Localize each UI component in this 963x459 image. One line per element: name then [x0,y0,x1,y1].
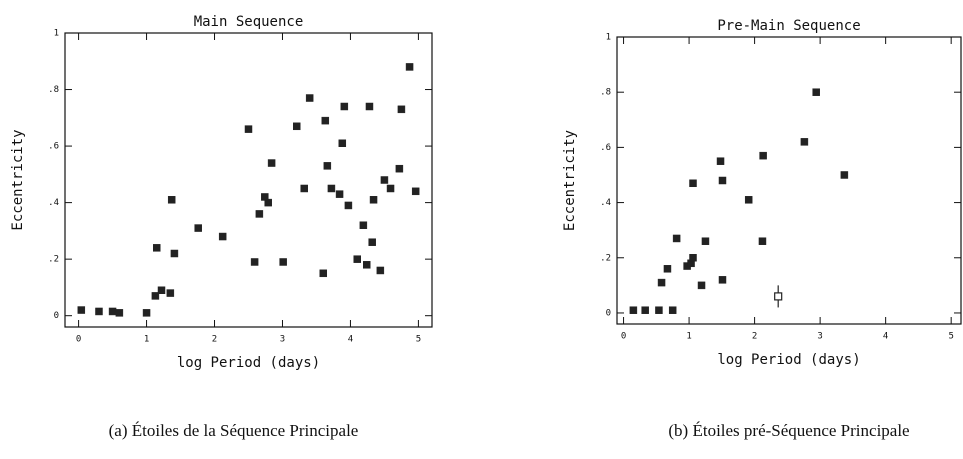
data-point [194,224,202,232]
data-point [380,176,389,184]
y-tick-label: .2 [48,255,59,265]
y-tick-label: .4 [600,198,611,208]
x-tick-label: 0 [621,332,626,342]
data-point [774,292,783,301]
data-point [244,125,253,133]
data-point [323,162,332,170]
x-tick-label: 4 [348,335,353,345]
y-tick-label: 0 [54,311,59,321]
data-point [758,237,767,245]
data-point [353,255,361,263]
data-point [267,159,276,167]
data-point [689,254,697,262]
x-tick-label: 5 [948,332,953,342]
data-point [327,184,336,193]
data-point [668,306,677,314]
y-tick-label: 1 [54,29,59,39]
x-axis-label: log Period (days) [717,352,860,368]
data-point [321,116,330,125]
data-point [655,306,663,314]
data-point [293,122,301,131]
x-tick-label: 2 [212,335,217,345]
x-tick-label: 3 [280,335,285,345]
y-tick-label: 1 [606,33,611,43]
x-tick-label: 2 [752,332,757,342]
y-axis-label: Eccentricity [562,130,578,231]
data-point [657,278,666,287]
data-point [663,265,672,273]
data-point [368,238,376,246]
x-tick-label: 1 [686,332,691,342]
data-point [759,151,767,160]
data-point [338,139,347,147]
chart-title: Pre-Main Sequence [717,18,860,34]
data-point [166,289,175,297]
data-point [279,258,287,266]
data-point [95,307,103,316]
data-point [170,249,179,258]
x-tick-label: 3 [817,332,822,342]
data-point [255,210,264,218]
data-point [363,261,371,269]
data-point [689,179,697,188]
y-tick-label: .8 [48,85,59,95]
data-point [812,88,820,96]
data-point [264,198,272,207]
x-tick-label: 4 [883,332,888,342]
x-tick-label: 1 [144,335,149,345]
x-tick-label: 5 [416,335,421,345]
data-point [840,171,849,179]
data-point [153,244,161,252]
y-tick-label: .8 [600,88,611,98]
data-point [718,276,727,284]
caption: (b) Étoiles pré-Séquence Principale [668,421,909,440]
data-point [369,196,378,204]
y-tick-label: .4 [48,198,59,208]
data-point [167,196,176,204]
data-point [697,281,706,290]
data-point [115,309,124,317]
plot-frame [64,32,433,328]
data-point [386,184,395,193]
x-axis-label: log Period (days) [177,355,320,371]
data-point [672,234,681,243]
data-point [335,190,344,198]
plot-frame [616,36,962,325]
data-point [716,157,725,165]
data-point [397,105,406,114]
y-axis-label: Eccentricity [10,129,26,230]
data-point [157,286,166,294]
data-point [376,266,385,275]
chart-title: Main Sequence [194,14,304,30]
data-point [344,201,353,210]
data-point [641,306,649,314]
data-point [300,184,308,193]
data-point [218,232,227,241]
y-tick-label: .6 [600,143,611,153]
data-point [77,306,86,314]
data-point [250,258,259,266]
data-point [142,309,151,317]
data-point [411,187,420,196]
data-point [800,138,809,146]
data-point [319,269,328,278]
y-tick-label: 0 [606,308,611,318]
data-point [108,307,117,316]
x-tick-label: 0 [76,335,81,345]
data-point [744,196,753,204]
data-point [718,176,727,185]
caption: (a) Étoiles de la Séquence Principale [109,421,359,440]
data-point [365,102,374,111]
data-point [701,237,710,245]
data-point [359,221,368,229]
y-tick-label: .6 [48,142,59,152]
data-point [305,94,314,102]
data-point [395,164,404,173]
data-point [405,63,414,71]
data-point [151,292,160,300]
data-point [629,306,638,314]
data-point [340,102,349,111]
y-tick-label: .2 [600,253,611,263]
